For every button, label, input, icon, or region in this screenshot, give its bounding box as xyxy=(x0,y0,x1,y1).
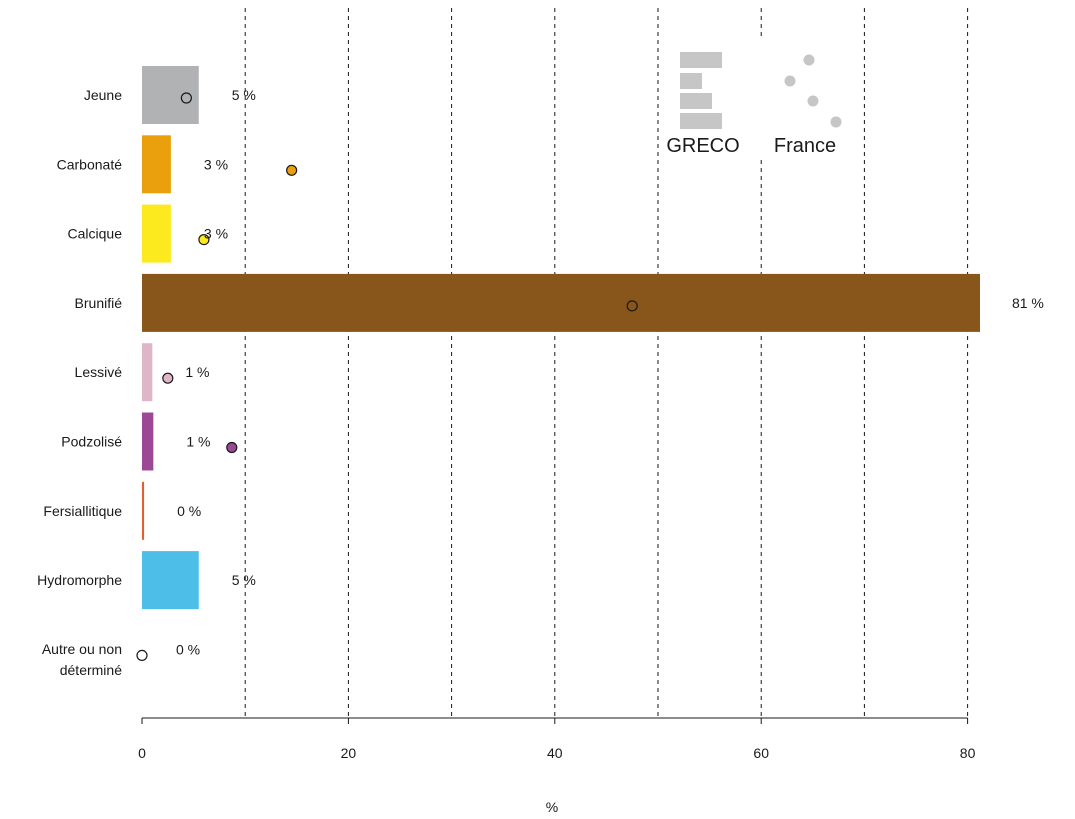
category-label: Brunifié xyxy=(75,295,123,311)
value-labels: 5 % 3 % 3 % 81 % 1 % 1 % 0 % 5 % 0 % xyxy=(176,87,1044,657)
value-label: 5 % xyxy=(232,87,256,103)
legend-greco: GRECO xyxy=(666,52,740,157)
category-label: Autre ou non déterminé xyxy=(42,641,122,678)
legend-greco-bar xyxy=(680,73,702,89)
legend-france-dot xyxy=(830,116,842,128)
legend-france-dot xyxy=(807,95,819,107)
bar xyxy=(142,551,199,610)
legend-greco-bar xyxy=(680,113,722,129)
value-label: 1 % xyxy=(185,364,209,380)
category-label: Carbonaté xyxy=(57,156,123,172)
x-tick-label: 20 xyxy=(341,745,357,761)
bar xyxy=(142,204,171,263)
value-label: 3 % xyxy=(204,226,228,242)
x-axis-title: % xyxy=(546,799,558,815)
legend-greco-bar xyxy=(680,93,712,109)
bar xyxy=(142,273,980,332)
value-label: 3 % xyxy=(204,156,228,172)
category-labels: Jeune Carbonaté Calcique Brunifié Lessivé Pod… xyxy=(37,87,122,678)
legend-france-dot xyxy=(803,54,815,66)
france-point xyxy=(198,234,210,246)
x-tick-label: 40 xyxy=(547,745,563,761)
x-tick-label: 80 xyxy=(960,745,976,761)
category-label: Jeune xyxy=(84,87,122,103)
gridlines xyxy=(244,8,969,718)
bar xyxy=(142,343,153,402)
category-label: Fersiallitique xyxy=(43,503,122,519)
france-point xyxy=(162,372,174,384)
category-label: Podzolisé xyxy=(61,434,122,450)
value-label: 1 % xyxy=(186,434,210,450)
france-point xyxy=(626,300,638,312)
legend-greco-label: GRECO xyxy=(666,135,739,157)
x-tick-label: 60 xyxy=(753,745,769,761)
value-label: 0 % xyxy=(177,503,201,519)
legend: GRECO France xyxy=(660,36,842,160)
category-label: Hydromorphe xyxy=(37,572,122,588)
value-label: 5 % xyxy=(232,572,256,588)
legend-france: France xyxy=(774,54,842,157)
legend-france-label: France xyxy=(774,135,836,157)
france-point xyxy=(180,92,192,104)
value-label: 0 % xyxy=(176,641,200,657)
bar xyxy=(142,135,171,194)
x-tick-label: 0 xyxy=(138,745,146,761)
france-point xyxy=(226,441,238,454)
france-point xyxy=(286,164,298,176)
france-points xyxy=(136,92,638,662)
category-label: Calcique xyxy=(68,226,123,242)
value-label: 81 % xyxy=(1012,295,1044,311)
bar xyxy=(142,481,145,540)
greco-bars xyxy=(142,66,980,610)
france-point xyxy=(136,649,148,662)
legend-france-dot xyxy=(784,75,796,87)
x-axis: 0 20 40 60 80 xyxy=(138,717,976,761)
bar xyxy=(142,412,154,471)
legend-greco-bar xyxy=(680,52,722,68)
category-label: Lessivé xyxy=(75,364,123,380)
